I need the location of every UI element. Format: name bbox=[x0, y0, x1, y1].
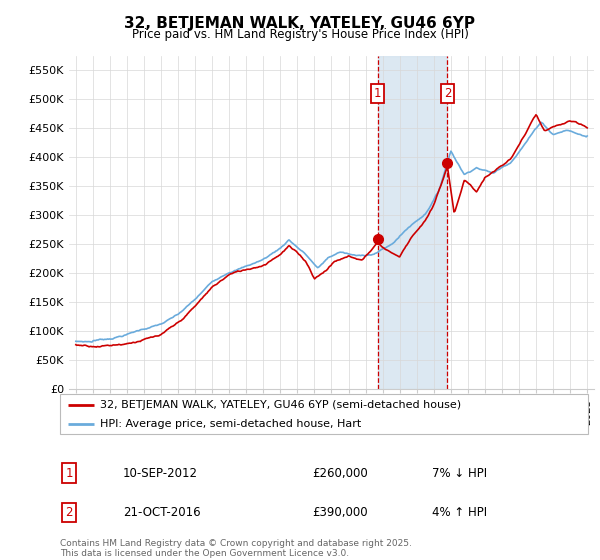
Text: 4% ↑ HPI: 4% ↑ HPI bbox=[432, 506, 487, 519]
Text: 2: 2 bbox=[443, 87, 451, 100]
Text: 2: 2 bbox=[65, 506, 73, 519]
Text: £390,000: £390,000 bbox=[312, 506, 368, 519]
Text: £260,000: £260,000 bbox=[312, 466, 368, 480]
Text: 1: 1 bbox=[65, 466, 73, 480]
Text: 21-OCT-2016: 21-OCT-2016 bbox=[123, 506, 200, 519]
Bar bbox=[377, 56, 448, 389]
Text: Price paid vs. HM Land Registry's House Price Index (HPI): Price paid vs. HM Land Registry's House … bbox=[131, 28, 469, 41]
Text: 7% ↓ HPI: 7% ↓ HPI bbox=[432, 466, 487, 480]
Text: HPI: Average price, semi-detached house, Hart: HPI: Average price, semi-detached house,… bbox=[100, 419, 361, 429]
Text: 32, BETJEMAN WALK, YATELEY, GU46 6YP (semi-detached house): 32, BETJEMAN WALK, YATELEY, GU46 6YP (se… bbox=[100, 400, 461, 409]
Text: 32, BETJEMAN WALK, YATELEY, GU46 6YP: 32, BETJEMAN WALK, YATELEY, GU46 6YP bbox=[125, 16, 476, 31]
Text: 10-SEP-2012: 10-SEP-2012 bbox=[123, 466, 198, 480]
Text: 1: 1 bbox=[374, 87, 381, 100]
Text: Contains HM Land Registry data © Crown copyright and database right 2025.
This d: Contains HM Land Registry data © Crown c… bbox=[60, 539, 412, 558]
